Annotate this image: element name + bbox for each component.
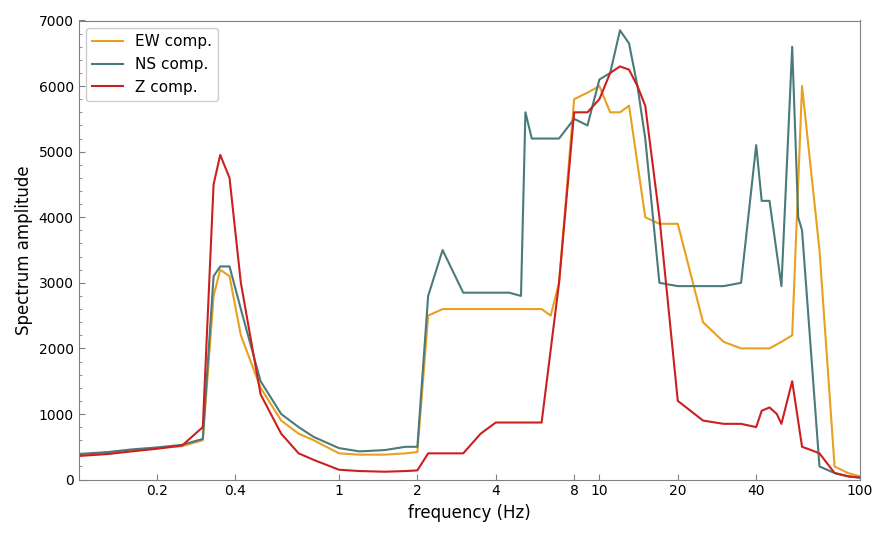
Line: NS comp.: NS comp. [78, 30, 860, 477]
EW comp. [854, 473, 865, 480]
EW comp. [73, 452, 83, 459]
NS comp. [843, 473, 853, 480]
Y-axis label: Spectrum amplitude: Spectrum amplitude [15, 165, 33, 335]
X-axis label: frequency (Hz): frequency (Hz) [408, 504, 530, 522]
NS comp. [73, 451, 83, 457]
Z comp. [73, 453, 83, 459]
NS comp. [308, 434, 319, 440]
NS comp. [437, 247, 448, 253]
NS comp. [614, 27, 625, 33]
Z comp. [605, 70, 615, 76]
EW comp. [276, 417, 287, 424]
EW comp. [614, 109, 625, 115]
Z comp. [334, 467, 345, 473]
Z comp. [797, 444, 807, 450]
Legend: EW comp., NS comp., Z comp.: EW comp., NS comp., Z comp. [86, 28, 218, 100]
EW comp. [379, 452, 390, 458]
Z comp. [751, 424, 762, 430]
Z comp. [594, 96, 605, 103]
EW comp. [654, 221, 665, 227]
NS comp. [854, 474, 865, 481]
NS comp. [209, 273, 219, 279]
Z comp. [854, 474, 865, 481]
Line: Z comp.: Z comp. [78, 67, 860, 477]
NS comp. [793, 214, 804, 221]
Line: EW comp.: EW comp. [78, 86, 860, 476]
EW comp. [594, 83, 605, 89]
Z comp. [632, 83, 643, 89]
NS comp. [255, 378, 266, 384]
EW comp. [843, 470, 853, 476]
Z comp. [614, 63, 625, 70]
EW comp. [354, 452, 365, 458]
